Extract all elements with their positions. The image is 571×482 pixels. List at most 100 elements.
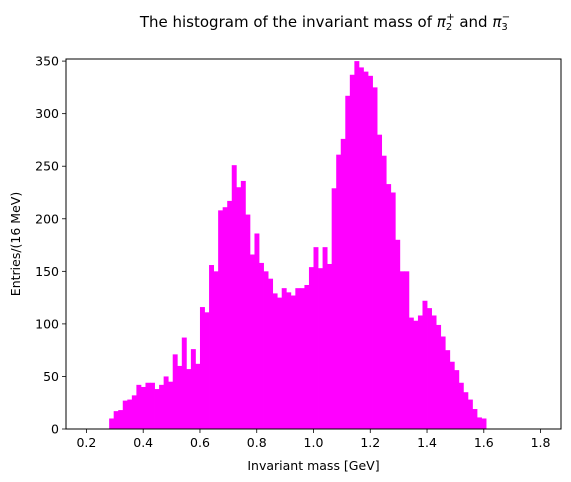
histogram-bar bbox=[204, 312, 210, 429]
histogram-bar bbox=[340, 138, 346, 430]
histogram-bar bbox=[154, 389, 160, 429]
x-tick-label: 1.2 bbox=[360, 435, 380, 450]
x-axis-label: Invariant mass [GeV] bbox=[247, 458, 379, 473]
x-tick-label: 1.0 bbox=[304, 435, 324, 450]
histogram-bar bbox=[131, 395, 137, 429]
histogram-bar bbox=[318, 268, 323, 429]
chart-title: The histogram of the invariant mass of π… bbox=[139, 12, 510, 33]
histogram-bar bbox=[476, 417, 482, 429]
histogram-bar bbox=[150, 382, 155, 429]
histogram-bar bbox=[322, 247, 328, 429]
histogram-bar bbox=[458, 382, 464, 429]
x-tick-label: 0.6 bbox=[190, 435, 210, 450]
histogram-bar bbox=[286, 292, 292, 429]
histogram-bar bbox=[140, 386, 146, 429]
histogram-bar bbox=[449, 361, 455, 429]
histogram-bar bbox=[331, 188, 337, 429]
histogram-bar bbox=[218, 210, 224, 429]
histogram-bar bbox=[209, 265, 214, 429]
histogram-bar bbox=[259, 262, 264, 429]
x-tick-label: 1.4 bbox=[417, 435, 437, 450]
histogram-bar bbox=[372, 87, 378, 430]
histogram-bar bbox=[399, 271, 405, 429]
histogram-bar bbox=[386, 184, 392, 429]
histogram-bars bbox=[109, 61, 487, 430]
histogram-bar bbox=[358, 67, 364, 429]
histogram-bar bbox=[445, 350, 451, 429]
histogram-bar bbox=[299, 288, 305, 429]
histogram-bar bbox=[177, 365, 183, 429]
x-tick-label: 1.6 bbox=[474, 435, 494, 450]
histogram-bar bbox=[163, 376, 169, 429]
histogram-bar bbox=[295, 288, 301, 429]
y-axis-ticks: 0 50 100 150 200 250 300 350 bbox=[35, 54, 66, 437]
histogram-bar bbox=[113, 411, 119, 429]
histogram-bar bbox=[367, 75, 373, 430]
histogram-bar bbox=[431, 315, 437, 429]
histogram-bar bbox=[168, 381, 174, 429]
histogram-bar bbox=[231, 165, 237, 429]
histogram-bar bbox=[268, 278, 274, 429]
histogram-bar bbox=[349, 74, 355, 430]
histogram-bar bbox=[327, 263, 333, 429]
histogram-bar bbox=[172, 354, 178, 429]
histogram-bar bbox=[159, 384, 165, 429]
histogram-bar bbox=[417, 315, 423, 429]
histogram-bar bbox=[240, 180, 246, 429]
histogram-bar bbox=[377, 134, 383, 429]
histogram-bar bbox=[272, 293, 278, 429]
histogram-bar bbox=[145, 382, 151, 429]
histogram-bar bbox=[427, 308, 432, 429]
y-tick-label: 250 bbox=[35, 159, 59, 174]
histogram-bar bbox=[408, 317, 414, 429]
y-tick-label: 100 bbox=[35, 316, 59, 331]
histogram-bar bbox=[245, 214, 251, 429]
histogram-bar bbox=[290, 295, 296, 429]
histogram-bar bbox=[440, 336, 446, 429]
histogram-bar bbox=[222, 207, 228, 429]
histogram-bar bbox=[122, 400, 128, 429]
y-tick-label: 300 bbox=[35, 106, 59, 121]
histogram-bar bbox=[308, 267, 314, 429]
histogram-bar bbox=[199, 307, 205, 429]
histogram-bar bbox=[190, 349, 196, 429]
histogram-bar bbox=[186, 369, 192, 429]
y-tick-label: 0 bbox=[51, 422, 59, 437]
histogram-bar bbox=[236, 187, 242, 429]
x-axis-ticks: 0.2 0.4 0.6 0.8 1.0 1.2 1.4 1.6 1.8 bbox=[76, 429, 551, 450]
histogram-bar bbox=[467, 399, 473, 429]
y-axis-label: Entries/(16 MeV) bbox=[8, 192, 23, 296]
histogram-bar bbox=[304, 284, 310, 429]
histogram-bar bbox=[127, 399, 133, 429]
histogram-bar bbox=[413, 320, 419, 429]
histogram-bar bbox=[181, 337, 187, 429]
histogram-bar bbox=[277, 297, 283, 429]
histogram-bar bbox=[404, 271, 410, 429]
x-tick-label: 1.8 bbox=[531, 435, 551, 450]
histogram-bar bbox=[481, 418, 487, 429]
histogram-bar bbox=[390, 192, 396, 429]
y-tick-label: 350 bbox=[35, 54, 59, 69]
histogram-bar bbox=[249, 254, 255, 429]
histogram-bar bbox=[281, 288, 287, 429]
histogram-bar bbox=[213, 271, 219, 429]
histogram-bar bbox=[422, 300, 428, 429]
histogram-bar bbox=[254, 233, 260, 429]
histogram-bar bbox=[263, 271, 269, 429]
histogram-bar bbox=[195, 363, 201, 429]
y-tick-label: 150 bbox=[35, 264, 59, 279]
histogram-bar bbox=[313, 247, 319, 429]
histogram-bar bbox=[354, 61, 360, 430]
histogram-bar bbox=[436, 324, 442, 429]
histogram-bar bbox=[463, 392, 469, 429]
x-tick-label: 0.2 bbox=[76, 435, 96, 450]
x-tick-label: 0.4 bbox=[133, 435, 153, 450]
histogram-bar bbox=[336, 154, 342, 429]
histogram-bar bbox=[118, 410, 124, 429]
histogram-bar bbox=[472, 409, 478, 429]
histogram-bar bbox=[109, 418, 115, 429]
plot-frame bbox=[65, 58, 562, 430]
histogram-bar bbox=[454, 370, 460, 429]
y-tick-label: 50 bbox=[43, 369, 59, 384]
